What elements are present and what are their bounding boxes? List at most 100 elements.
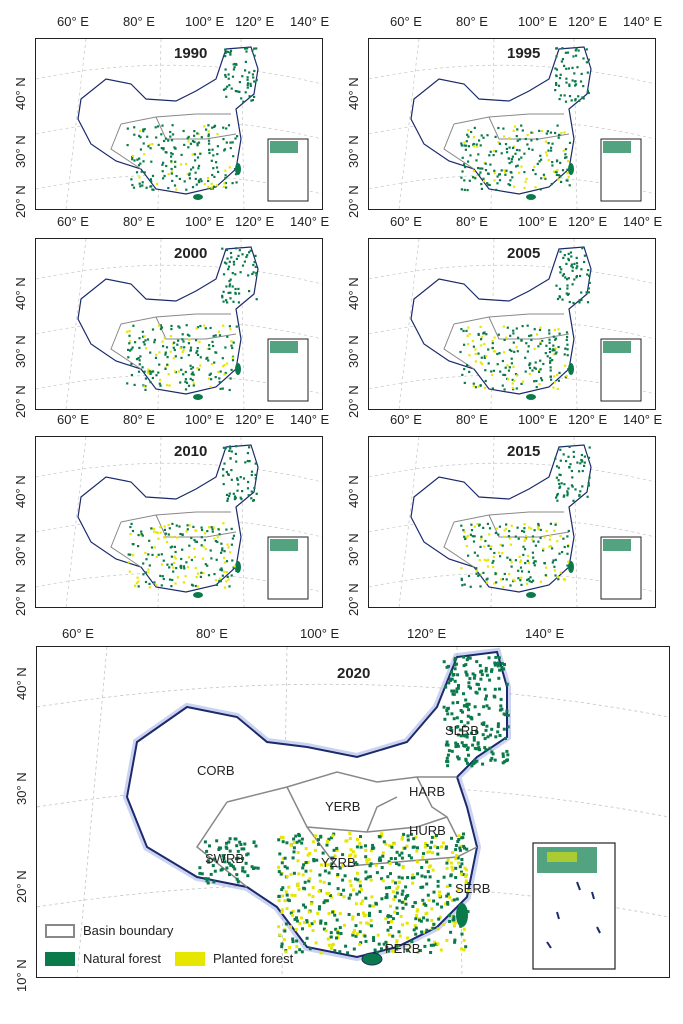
forest-patch [212,857,216,861]
forest-patch [153,581,156,584]
forest-patch [499,697,503,701]
forest-patch [464,670,468,674]
forest-patch [522,545,525,548]
forest-patch [137,580,140,583]
forest-patch [473,525,476,528]
forest-patch [479,677,483,681]
forest-patch [173,370,177,373]
forest-patch [323,861,327,865]
forest-patch [168,527,171,530]
forest-patch [466,910,470,914]
forest-patch [404,885,408,889]
forest-patch [202,572,205,575]
forest-patch [225,528,228,531]
forest-patch [484,369,487,372]
forest-patch [222,273,226,276]
forest-patch [513,579,516,583]
forest-patch [566,160,570,163]
lat-label: 40° N [346,277,361,310]
forest-patch [228,280,231,283]
forest-patch [451,868,455,872]
forest-patch [184,388,188,391]
forest-patch [149,147,152,150]
forest-patch [506,753,510,757]
forest-patch [585,61,588,64]
forest-patch [212,880,216,884]
forest-patch [550,545,553,548]
forest-patch [454,741,458,745]
forest-patch [566,490,569,493]
forest-patch [423,875,427,879]
forest-patch [359,845,363,849]
forest-patch [520,382,523,385]
forest-patch [565,67,568,70]
forest-patch [203,539,206,542]
forest-patch [179,347,182,350]
forest-patch [566,278,569,281]
forest-patch [460,176,463,179]
forest-patch [342,888,345,892]
forest-patch [208,344,211,347]
lat-label: 20° N [13,185,28,218]
forest-patch [460,142,463,145]
forest-patch [247,494,250,497]
forest-patch [232,260,235,263]
forest-patch [400,851,404,855]
forest-patch [222,857,226,860]
forest-patch [423,944,427,948]
forest-patch [508,530,511,533]
forest-patch [346,951,350,955]
forest-patch [223,261,227,264]
forest-patch [493,179,496,182]
forest-patch [237,254,240,257]
forest-patch [199,356,202,359]
forest-patch [430,918,434,922]
forest-patch [235,445,238,448]
forest-patch [550,182,553,186]
forest-patch [324,921,328,925]
forest-patch [551,561,554,564]
forest-patch [519,566,523,569]
forest-patch [319,921,323,925]
forest-patch [248,95,251,98]
forest-patch [488,746,492,750]
forest-patch [466,721,470,725]
forest-patch [247,274,250,277]
forest-patch [222,474,225,477]
forest-patch [200,544,203,547]
forest-patch [525,342,528,345]
forest-patch [544,140,547,143]
forest-patch [528,364,531,367]
forest-patch [488,533,491,536]
forest-patch [300,950,304,954]
forest-patch [355,932,359,936]
forest-patch [526,143,529,146]
basin-label: HURB [409,823,446,838]
forest-patch [221,547,224,550]
forest-patch [181,333,184,336]
forest-patch [204,877,208,881]
forest-patch [180,564,183,567]
forest-patch [289,925,292,929]
forest-patch [572,499,575,502]
forest-patch [184,378,187,381]
forest-patch [494,655,498,659]
forest-patch [408,945,412,949]
forest-patch [508,146,511,149]
forest-patch [324,929,328,933]
forest-patch [557,466,560,469]
forest-patch [460,862,464,866]
forest-patch [396,885,400,889]
forest-patch [150,527,153,530]
forest-patch [483,545,486,548]
forest-patch [176,343,179,346]
forest-patch [497,173,501,176]
lon-label: 140° E [623,214,663,229]
forest-patch [555,284,558,287]
forest-patch [451,701,455,705]
forest-patch [327,871,331,875]
forest-patch [162,559,165,562]
forest-patch [545,132,548,135]
forest-patch [444,902,447,906]
forest-patch [552,348,555,351]
